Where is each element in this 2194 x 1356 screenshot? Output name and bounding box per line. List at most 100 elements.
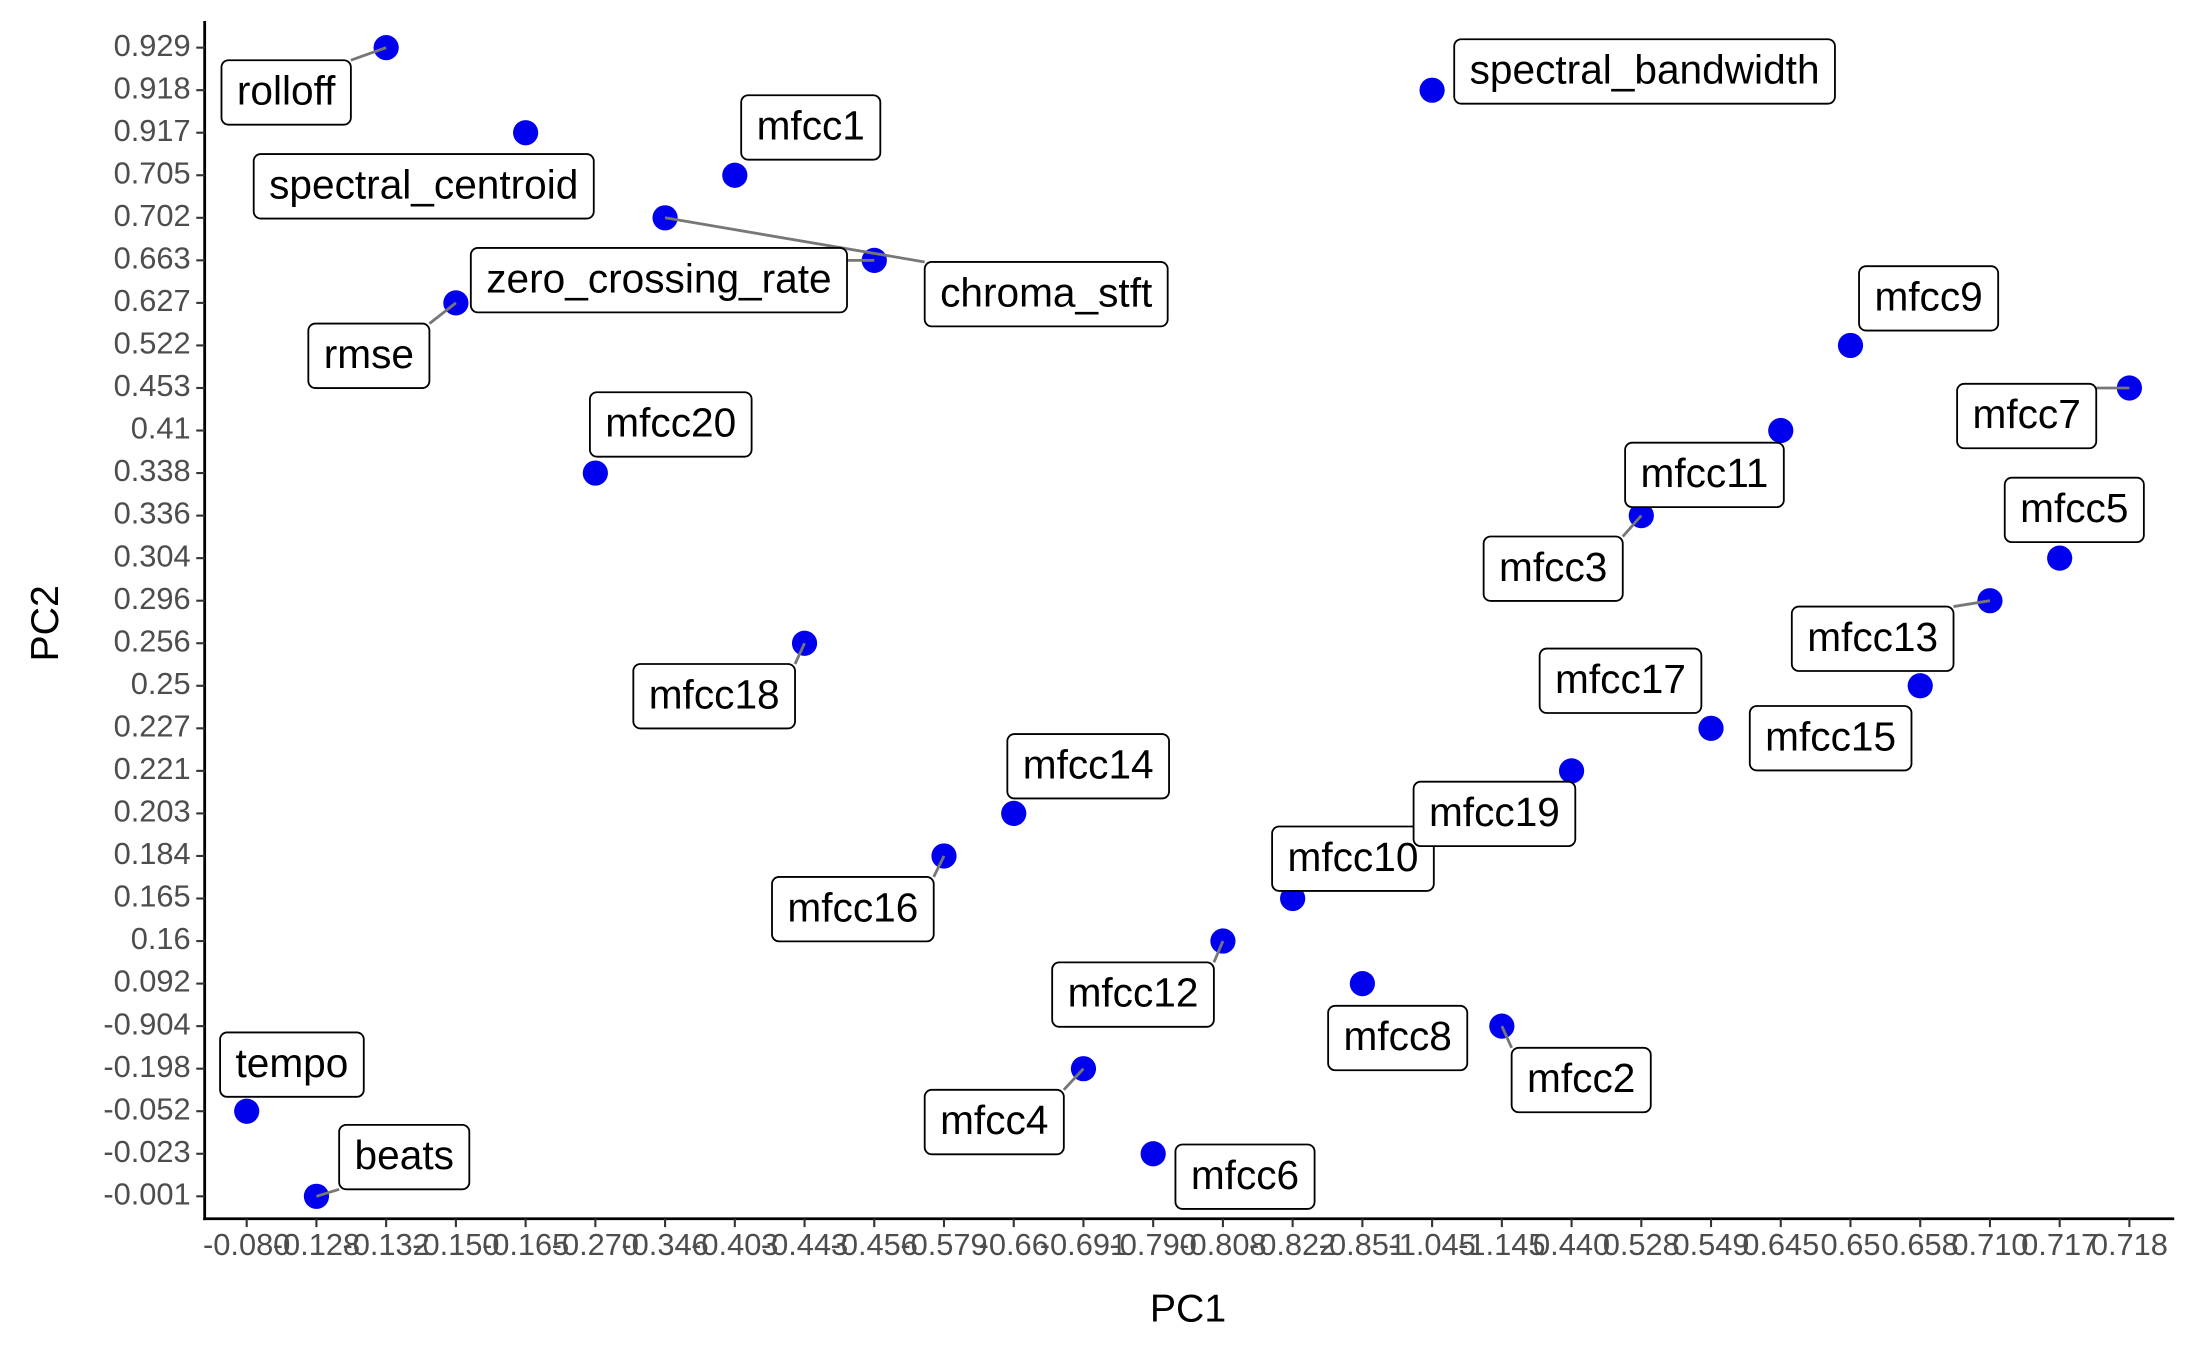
point-label: mfcc13: [1807, 614, 1938, 660]
label-box: [1624, 441, 1785, 509]
label-box: [1858, 265, 2000, 332]
leader-line: [932, 855, 946, 878]
y-tick-label: 0.663: [114, 240, 191, 275]
x-tick-label: -0.443: [761, 1227, 848, 1262]
label-box: [219, 1031, 365, 1098]
y-tick-label: 0.338: [114, 453, 191, 488]
label-box: [307, 322, 431, 389]
y-tick-label: 0.304: [114, 538, 191, 573]
point-label: mfcc3: [1499, 544, 1607, 590]
point-label: mfcc12: [1068, 970, 1199, 1016]
point-label: zero_crossing_rate: [486, 255, 831, 301]
x-tick-label: -0.403: [691, 1227, 778, 1262]
x-tick-label: 0.710: [1951, 1227, 2028, 1262]
leader-line: [1500, 1025, 1513, 1049]
point: [931, 843, 957, 869]
label-box: [1271, 825, 1435, 892]
point-label: mfcc20: [605, 400, 736, 446]
point: [1001, 800, 1027, 827]
x-tick-label: -0.270: [552, 1227, 639, 1262]
point-label: mfcc19: [1429, 789, 1560, 835]
x-tick-label: -0.790: [1110, 1227, 1197, 1262]
leader-line: [350, 46, 387, 62]
x-tick-label: -0.080: [203, 1227, 290, 1262]
point: [1907, 673, 1933, 699]
y-tick-label: 0.092: [114, 964, 191, 999]
point: [1140, 1141, 1166, 1167]
label-box: [588, 391, 753, 458]
point: [1349, 970, 1375, 997]
point-label: mfcc7: [1973, 391, 2081, 437]
point: [1419, 77, 1445, 103]
point-label: beats: [355, 1132, 454, 1178]
y-tick-label: 0.25: [131, 666, 191, 701]
point-label: mfcc4: [940, 1097, 1048, 1143]
point: [1768, 417, 1794, 444]
point-label: mfcc11: [1641, 450, 1769, 496]
y-tick-label: 0.522: [114, 326, 191, 361]
x-tick-label: -0.128: [273, 1227, 360, 1262]
label-box: [632, 663, 796, 730]
y-tick-label: 0.336: [114, 496, 191, 531]
label-box: [1956, 382, 2098, 450]
x-tick-label: -0.808: [1179, 1227, 1266, 1262]
y-tick-label: -0.904: [103, 1006, 190, 1041]
label-box: [923, 1088, 1065, 1156]
label-box: [1006, 733, 1170, 800]
point-label: mfcc16: [787, 884, 918, 930]
leader-line: [793, 642, 806, 665]
point-label: rolloff: [237, 68, 336, 114]
x-axis-title: PC1: [1150, 1287, 1226, 1331]
point-label: mfcc18: [649, 671, 780, 717]
point-label: mfcc17: [1555, 656, 1686, 702]
leader-line: [1212, 940, 1225, 963]
y-tick-label: 0.918: [114, 70, 191, 105]
point-label: mfcc6: [1191, 1152, 1299, 1198]
x-tick-label: -0.150: [412, 1227, 499, 1262]
leader-line: [1062, 1067, 1085, 1091]
point: [303, 1183, 330, 1209]
leader-line: [1953, 599, 1991, 608]
y-tick-label: 0.917: [114, 113, 191, 148]
label-box: [1327, 1004, 1469, 1072]
label-box: [252, 153, 595, 220]
label-box: [1538, 647, 1703, 714]
label-box: [923, 261, 1169, 328]
point-label: tempo: [235, 1040, 348, 1086]
point-label: mfcc2: [1527, 1055, 1635, 1101]
x-tick-label: -0.691: [1040, 1227, 1127, 1262]
point: [2047, 545, 2073, 571]
point-label: mfcc8: [1344, 1013, 1452, 1059]
x-tick-label: 0.440: [1533, 1227, 1610, 1262]
leader-line: [1621, 514, 1643, 538]
x-tick-label: -0.579: [900, 1227, 987, 1262]
point-label: mfcc15: [1765, 713, 1896, 759]
point: [1280, 885, 1306, 912]
label-box: [469, 247, 848, 314]
leader-line: [664, 216, 925, 264]
label-box: [1510, 1046, 1652, 1114]
x-tick-label: -1.145: [1458, 1227, 1545, 1262]
point-label: spectral_centroid: [269, 161, 578, 207]
point: [1558, 758, 1585, 784]
point: [1698, 715, 1724, 741]
y-tick-label: 0.929: [114, 28, 191, 63]
y-tick-label: 0.702: [114, 198, 191, 233]
label-box: [2003, 476, 2145, 544]
y-tick-label: 0.184: [114, 836, 191, 871]
point: [2116, 375, 2143, 401]
x-tick-label: -1.045: [1388, 1227, 1475, 1262]
x-tick-label: -0.346: [621, 1227, 708, 1262]
x-tick-label: -0.456: [831, 1227, 918, 1262]
leader-line: [428, 301, 457, 325]
point-label: chroma_stft: [940, 269, 1152, 315]
y-tick-label: 0.227: [114, 708, 191, 743]
label-box: [1412, 780, 1577, 848]
x-tick-label: 0.658: [1882, 1227, 1959, 1262]
label-box: [1453, 38, 1836, 105]
point-label: mfcc10: [1288, 834, 1419, 880]
x-tick-label: -0.851: [1319, 1227, 1406, 1262]
plot-area: -0.001 -0.023 -0.052 -0.198 -0.904 0.092 0.16 0…: [103, 28, 2168, 1262]
point: [1837, 332, 1864, 359]
